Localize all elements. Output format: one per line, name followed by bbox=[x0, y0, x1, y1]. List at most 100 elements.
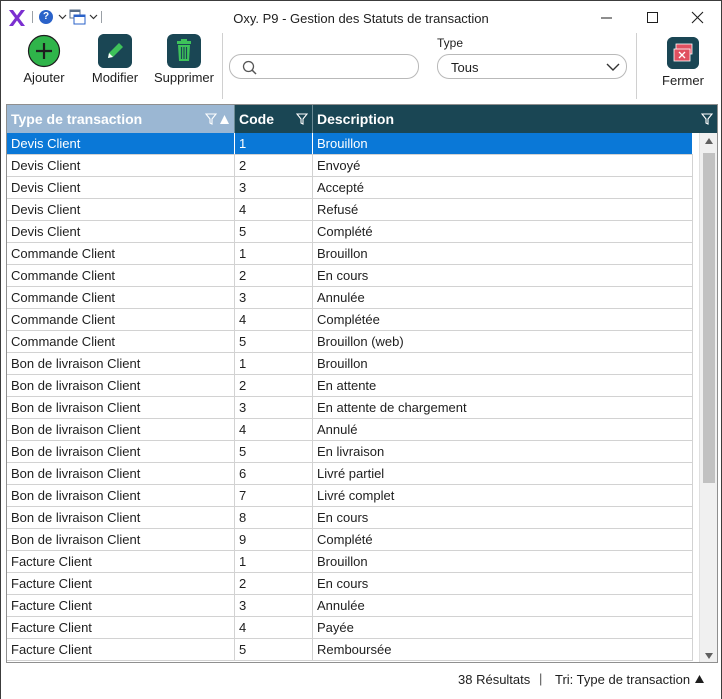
cell-code: 8 bbox=[235, 507, 313, 528]
table-row[interactable]: Commande Client 1 Brouillon bbox=[7, 243, 693, 265]
cell-description: En cours bbox=[313, 265, 693, 286]
cell-description: Livré complet bbox=[313, 485, 693, 506]
maximize-button[interactable] bbox=[633, 5, 673, 31]
table-row[interactable]: Bon de livraison Client 4 Annulé bbox=[7, 419, 693, 441]
cell-description: En cours bbox=[313, 507, 693, 528]
type-filter-value: Tous bbox=[451, 60, 479, 75]
cell-description: Livré partiel bbox=[313, 463, 693, 484]
cell-transaction-type: Devis Client bbox=[7, 177, 235, 198]
cell-transaction-type: Commande Client bbox=[7, 331, 235, 352]
trash-icon bbox=[167, 34, 201, 68]
table-row[interactable]: Bon de livraison Client 2 En attente bbox=[7, 375, 693, 397]
cell-transaction-type: Bon de livraison Client bbox=[7, 529, 235, 550]
filter-icon[interactable] bbox=[701, 113, 713, 125]
cell-description: Envoyé bbox=[313, 155, 693, 176]
cell-description: Refusé bbox=[313, 199, 693, 220]
cell-code: 3 bbox=[235, 397, 313, 418]
table-row[interactable]: Commande Client 2 En cours bbox=[7, 265, 693, 287]
search-input[interactable] bbox=[264, 58, 409, 76]
cell-transaction-type: Bon de livraison Client bbox=[7, 375, 235, 396]
table-row[interactable]: Commande Client 4 Complétée bbox=[7, 309, 693, 331]
search-field[interactable] bbox=[229, 54, 419, 79]
vertical-scrollbar[interactable] bbox=[699, 133, 717, 662]
column-header-type[interactable]: Type de transaction bbox=[7, 105, 235, 133]
minimize-button[interactable] bbox=[587, 5, 627, 31]
sort-indicator[interactable]: Tri: Type de transaction bbox=[555, 672, 691, 687]
chevron-down-icon[interactable] bbox=[89, 12, 98, 21]
table-row[interactable]: Devis Client 4 Refusé bbox=[7, 199, 693, 221]
table-row[interactable]: Devis Client 1 Brouillon bbox=[7, 133, 693, 155]
cell-description: En cours bbox=[313, 573, 693, 594]
cell-code: 4 bbox=[235, 309, 313, 330]
table-row[interactable]: Bon de livraison Client 9 Complété bbox=[7, 529, 693, 551]
column-header-code[interactable]: Code bbox=[235, 105, 313, 133]
table-row[interactable]: Facture Client 1 Brouillon bbox=[7, 551, 693, 573]
oxy-logo-icon[interactable] bbox=[7, 8, 27, 28]
cell-transaction-type: Facture Client bbox=[7, 639, 235, 660]
cell-transaction-type: Devis Client bbox=[7, 133, 235, 154]
table-row[interactable]: Bon de livraison Client 6 Livré partiel bbox=[7, 463, 693, 485]
edit-button[interactable]: Modifier bbox=[87, 33, 143, 93]
add-button[interactable]: Ajouter bbox=[19, 33, 69, 93]
table-row[interactable]: Devis Client 3 Accepté bbox=[7, 177, 693, 199]
cell-description: Complété bbox=[313, 529, 693, 550]
cell-code: 2 bbox=[235, 155, 313, 176]
scroll-down-icon[interactable] bbox=[704, 652, 714, 660]
table-row[interactable]: Devis Client 2 Envoyé bbox=[7, 155, 693, 177]
cell-code: 5 bbox=[235, 221, 313, 242]
cell-transaction-type: Commande Client bbox=[7, 243, 235, 264]
pencil-icon bbox=[98, 34, 132, 68]
chevron-down-icon bbox=[606, 63, 620, 71]
table-row[interactable]: Devis Client 5 Complété bbox=[7, 221, 693, 243]
cell-description: Brouillon bbox=[313, 133, 693, 154]
column-header-description[interactable]: Description bbox=[313, 105, 717, 133]
windows-icon[interactable] bbox=[69, 9, 87, 25]
quick-access-separator bbox=[101, 11, 102, 23]
toolbar-separator bbox=[222, 33, 223, 99]
table-row[interactable]: Facture Client 5 Remboursée bbox=[7, 639, 693, 661]
table-row[interactable]: Bon de livraison Client 1 Brouillon bbox=[7, 353, 693, 375]
scrollbar-thumb[interactable] bbox=[703, 153, 715, 483]
cell-code: 5 bbox=[235, 639, 313, 660]
cell-code: 1 bbox=[235, 551, 313, 572]
filter-icon[interactable] bbox=[205, 113, 217, 125]
table-row[interactable]: Bon de livraison Client 5 En livraison bbox=[7, 441, 693, 463]
toolbar: Ajouter Modifier Supprimer bbox=[1, 33, 721, 103]
cell-description: Complétée bbox=[313, 309, 693, 330]
quick-access-separator bbox=[32, 11, 33, 23]
sort-ascending-icon[interactable] bbox=[694, 674, 705, 684]
cell-transaction-type: Bon de livraison Client bbox=[7, 507, 235, 528]
cell-transaction-type: Bon de livraison Client bbox=[7, 397, 235, 418]
close-form-button[interactable]: Fermer bbox=[653, 33, 713, 93]
table-row[interactable]: Bon de livraison Client 3 En attente de ch… bbox=[7, 397, 693, 419]
table-row[interactable]: Facture Client 2 En cours bbox=[7, 573, 693, 595]
scroll-up-icon[interactable] bbox=[704, 137, 714, 145]
cell-description: Annulée bbox=[313, 287, 693, 308]
chevron-down-icon[interactable] bbox=[58, 12, 67, 21]
table-row[interactable]: Commande Client 3 Annulée bbox=[7, 287, 693, 309]
delete-button[interactable]: Supprimer bbox=[151, 33, 217, 93]
grid-body: Devis Client 1 Brouillon Devis Client 2 Envoy… bbox=[7, 133, 693, 661]
table-row[interactable]: Facture Client 3 Annulée bbox=[7, 595, 693, 617]
help-icon[interactable]: ? bbox=[39, 10, 53, 24]
status-separator: | bbox=[539, 671, 543, 686]
table-row[interactable]: Bon de livraison Client 7 Livré complet bbox=[7, 485, 693, 507]
close-form-label: Fermer bbox=[662, 73, 704, 88]
sort-ascending-icon[interactable] bbox=[219, 114, 230, 125]
cell-transaction-type: Devis Client bbox=[7, 199, 235, 220]
title-bar: ? Oxy. P9 - Gestion des Statuts de trans… bbox=[1, 1, 721, 33]
cell-transaction-type: Facture Client bbox=[7, 617, 235, 638]
filter-icon[interactable] bbox=[296, 113, 308, 125]
table-row[interactable]: Commande Client 5 Brouillon (web) bbox=[7, 331, 693, 353]
column-header-type-label: Type de transaction bbox=[11, 111, 143, 127]
table-row[interactable]: Facture Client 4 Payée bbox=[7, 617, 693, 639]
cell-description: Brouillon bbox=[313, 243, 693, 264]
cell-transaction-type: Bon de livraison Client bbox=[7, 353, 235, 374]
cell-description: Annulé bbox=[313, 419, 693, 440]
table-row[interactable]: Bon de livraison Client 8 En cours bbox=[7, 507, 693, 529]
close-window-button[interactable] bbox=[678, 5, 718, 31]
cell-code: 2 bbox=[235, 573, 313, 594]
type-filter-select[interactable]: Tous bbox=[437, 54, 627, 79]
cell-description: Brouillon bbox=[313, 551, 693, 572]
